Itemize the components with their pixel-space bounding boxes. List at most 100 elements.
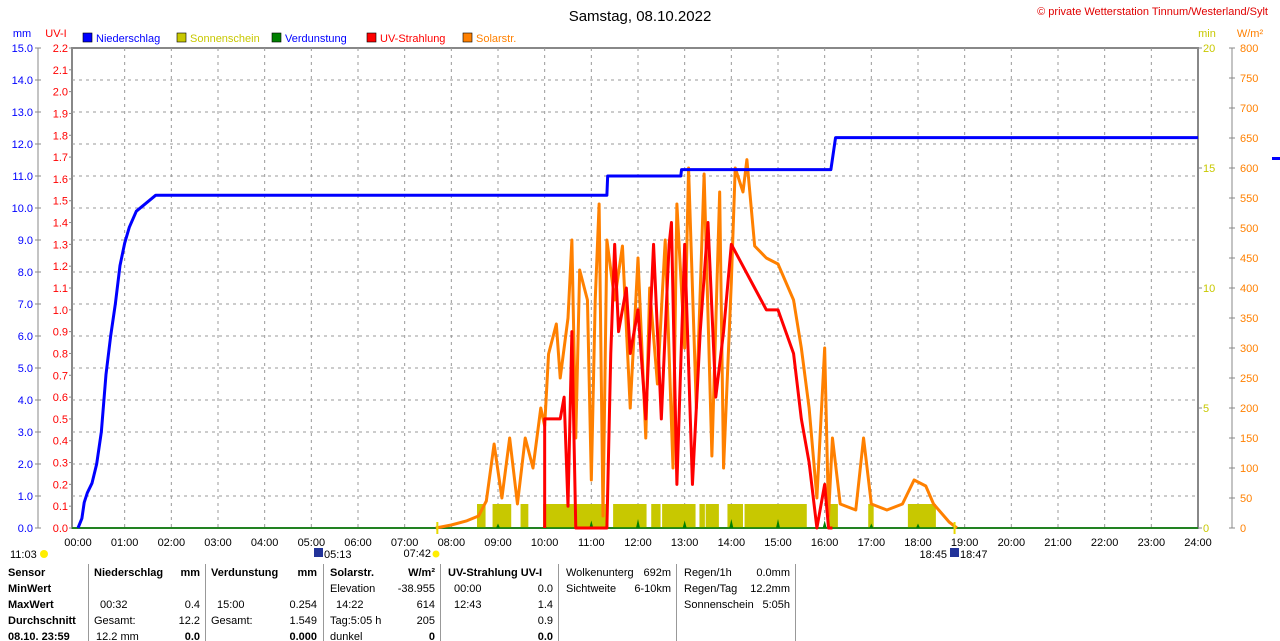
wm2-tick-label: 400 xyxy=(1240,283,1258,295)
rain-day-label: Regen/Tag xyxy=(684,583,738,595)
evaporation-mark xyxy=(682,520,687,528)
wm2-tick-label: 250 xyxy=(1240,373,1258,385)
wm2-tick-label: 750 xyxy=(1240,73,1258,85)
uv-tick-label: 0.6 xyxy=(53,392,68,404)
unit: mm xyxy=(297,567,317,579)
uv-tick-label: 2.2 xyxy=(53,43,68,55)
copyright: © private Wetterstation Tinnum/Westerlan… xyxy=(1037,6,1268,18)
min-label: Elevation xyxy=(330,583,376,595)
mm-axis-unit: mm xyxy=(13,28,31,40)
min-tick-label: 5 xyxy=(1203,403,1209,415)
x-tick-label: 19:00 xyxy=(951,537,979,549)
legend-swatch xyxy=(271,32,282,43)
min-tick-label: 20 xyxy=(1203,43,1215,55)
legend-label: Verdunstung xyxy=(285,33,347,45)
solar-line xyxy=(435,158,958,530)
sunshine-bar xyxy=(699,504,705,528)
visibility: 6-10km xyxy=(634,583,671,595)
avg: 0.9 xyxy=(537,615,553,627)
unit: mm xyxy=(180,567,200,579)
label-sensor: Sensor xyxy=(8,567,46,579)
wm2-tick-label: 650 xyxy=(1240,133,1258,145)
x-tick-label: 22:00 xyxy=(1091,537,1119,549)
last: 0.0 xyxy=(184,631,200,641)
uv-tick-label: 0.9 xyxy=(53,327,68,339)
uv-tick-label: 1.2 xyxy=(53,261,68,273)
cloud-base: 692m xyxy=(643,567,671,579)
sunshine-bar xyxy=(907,504,936,528)
sunshine-bar xyxy=(727,504,743,528)
wm2-tick-label: 700 xyxy=(1240,103,1258,115)
sunshine-bar xyxy=(827,504,838,528)
evaporation-mark xyxy=(636,519,640,528)
sunshine-bar xyxy=(613,504,647,528)
avg-label: Tag:5:05 h xyxy=(330,615,382,627)
uv-tick-label: 1.1 xyxy=(53,283,68,295)
wm2-tick-label: 150 xyxy=(1240,433,1258,445)
x-tick-label: 17:00 xyxy=(858,537,886,549)
sunshine-bar xyxy=(868,504,874,528)
label-max: MaxWert xyxy=(8,599,54,611)
legend-swatch xyxy=(366,32,377,43)
x-tick-label: 15:00 xyxy=(764,537,792,549)
wm2-tick-label: 550 xyxy=(1240,193,1258,205)
x-tick-label: 20:00 xyxy=(998,537,1026,549)
avg: 12.2 xyxy=(178,615,200,627)
evaporation-mark xyxy=(496,523,500,528)
mm-tick-label: 8.0 xyxy=(18,267,33,279)
max: 0.254 xyxy=(289,599,317,611)
sunshine: 5:05h xyxy=(762,599,790,611)
x-tick-label: 11:00 xyxy=(578,537,605,549)
wm2-tick-label: 0 xyxy=(1240,523,1246,535)
sunshine-bar xyxy=(744,504,807,528)
mm-tick-label: 11.0 xyxy=(12,171,33,183)
sunshine-bar xyxy=(662,504,696,528)
label-last: 08.10. 23:59 xyxy=(8,631,70,641)
moon-icon xyxy=(314,548,323,557)
current-value-marker xyxy=(1272,157,1280,160)
wm2-tick-label: 350 xyxy=(1240,313,1258,325)
wm2-axis-unit: W/m² xyxy=(1237,28,1264,40)
x-tick-label: 24:00 xyxy=(1184,537,1212,549)
mm-tick-label: 12.0 xyxy=(12,139,33,151)
mm-tick-label: 13.0 xyxy=(12,107,33,119)
sunshine-bar xyxy=(520,504,529,528)
uv-tick-label: 1.3 xyxy=(53,239,68,251)
last: 0 xyxy=(428,631,435,641)
uv-tick-label: 1.6 xyxy=(53,174,68,186)
col-uv: UV-Strahlung UV-I 00:00 0.0 12:43 1.4 0.… xyxy=(448,564,553,641)
label-avg: Durchschnitt xyxy=(8,615,76,627)
evaporation-mark xyxy=(869,523,874,528)
precipitation-line xyxy=(76,136,1198,529)
evaporation-mark xyxy=(589,520,594,528)
avg: 1.549 xyxy=(289,615,317,627)
cloud-base-label: Wolkenunterg xyxy=(566,567,634,579)
avg-label: Gesamt: xyxy=(211,615,253,627)
x-tick-label: 14:00 xyxy=(718,537,746,549)
wm2-tick-label: 500 xyxy=(1240,223,1258,235)
last: 0.0 xyxy=(537,631,553,641)
x-tick-label: 05:00 xyxy=(298,537,326,549)
uv-tick-label: 1.7 xyxy=(53,152,68,164)
mm-tick-label: 15.0 xyxy=(12,43,33,55)
legend-label: Niederschlag xyxy=(96,33,160,45)
sunshine-bar xyxy=(651,504,661,528)
mm-tick-label: 5.0 xyxy=(18,363,33,375)
x-tick-label: 13:00 xyxy=(671,537,699,549)
mm-tick-label: 3.0 xyxy=(18,427,33,439)
x-tick-label: 01:00 xyxy=(111,537,139,549)
wm2-tick-label: 100 xyxy=(1240,463,1258,475)
wm2-tick-label: 800 xyxy=(1240,43,1258,55)
x-tick-label: 06:00 xyxy=(344,537,372,549)
axes: 00:00 01:00 02:00 03:00 04:00 05:00 06:00 07:00… xyxy=(12,28,1264,549)
x-tick-label: 16:00 xyxy=(811,537,839,549)
mm-tick-label: 2.0 xyxy=(18,459,33,471)
legend-label: UV-Strahlung xyxy=(380,33,445,45)
rain-1h: 0.0mm xyxy=(756,567,790,579)
legend-swatch xyxy=(176,32,187,43)
visibility-label: Sichtweite xyxy=(566,583,617,595)
last: 0.000 xyxy=(289,631,317,641)
x-tick-label: 18:00 xyxy=(904,537,932,549)
unit: W/m² xyxy=(408,567,435,579)
rain-1h-label: Regen/1h xyxy=(684,567,732,579)
